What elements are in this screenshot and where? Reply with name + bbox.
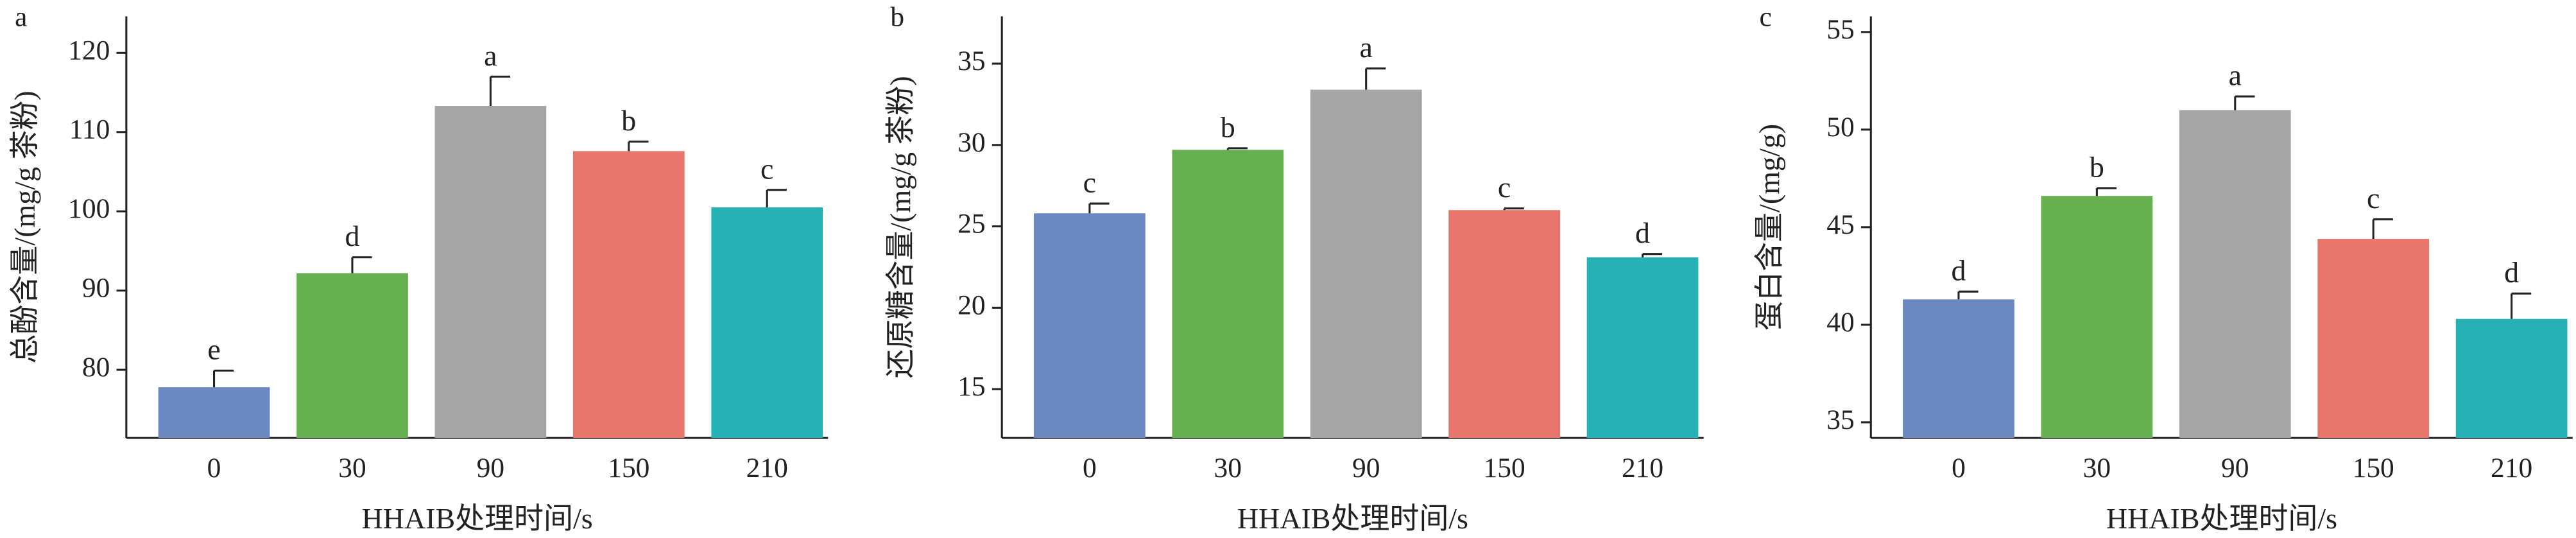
bar xyxy=(158,387,270,438)
x-axis-label: HHAIB处理时间/s xyxy=(2106,502,2337,535)
bar xyxy=(1586,257,1699,438)
bar xyxy=(1033,213,1146,438)
y-tick-label: 100 xyxy=(68,193,110,224)
significance-letter: a xyxy=(484,39,497,72)
significance-letter: c xyxy=(1498,171,1511,204)
bar xyxy=(1903,299,2014,438)
x-tick-label: 150 xyxy=(608,453,649,483)
bar xyxy=(2317,239,2430,438)
significance-letter: a xyxy=(2229,59,2242,92)
y-axis-label: 总酚含量/(mg/g 茶粉) xyxy=(8,91,41,363)
significance-letter: c xyxy=(760,152,773,185)
significance-letter: b xyxy=(2090,150,2104,183)
y-axis-label: 还原糖含量/(mg/g 茶粉) xyxy=(884,76,916,378)
y-tick-label: 30 xyxy=(957,127,985,158)
x-tick-label: 210 xyxy=(746,453,788,483)
bar xyxy=(2179,110,2291,438)
x-tick-label: 0 xyxy=(1952,453,1966,483)
bar xyxy=(1448,210,1560,438)
bar xyxy=(1172,150,1284,438)
bar xyxy=(1310,89,1422,438)
y-tick-label: 50 xyxy=(1826,112,1854,143)
significance-letter: b xyxy=(1221,110,1235,143)
bar xyxy=(2041,196,2153,438)
y-tick-label: 55 xyxy=(1826,14,1854,45)
x-tick-label: 30 xyxy=(1214,453,1242,483)
bar xyxy=(711,207,823,438)
x-tick-label: 210 xyxy=(2491,453,2532,483)
significance-letter: e xyxy=(207,333,220,366)
significance-letter: c xyxy=(1083,166,1096,199)
significance-letter: c xyxy=(2367,182,2380,214)
x-tick-label: 0 xyxy=(1083,453,1097,483)
y-tick-label: 80 xyxy=(82,352,110,383)
x-tick-label: 90 xyxy=(477,453,504,483)
x-axis-label: HHAIB处理时间/s xyxy=(1237,502,1468,535)
significance-letter: d xyxy=(345,220,359,252)
significance-letter: b xyxy=(621,104,636,137)
x-axis-label: HHAIB处理时间/s xyxy=(362,502,593,535)
bar xyxy=(434,106,547,438)
x-tick-label: 0 xyxy=(207,453,221,483)
x-tick-label: 90 xyxy=(1352,453,1380,483)
y-tick-label: 20 xyxy=(957,290,985,320)
x-tick-label: 30 xyxy=(338,453,366,483)
significance-letter: d xyxy=(1951,254,1966,287)
x-tick-label: 150 xyxy=(1484,453,1525,483)
bar xyxy=(572,151,685,438)
y-axis-label: 蛋白含量/(mg/g) xyxy=(1753,124,1786,331)
y-tick-label: 90 xyxy=(82,273,110,304)
y-tick-label: 35 xyxy=(957,46,985,76)
y-tick-label: 120 xyxy=(68,35,110,65)
y-tick-label: 35 xyxy=(1826,404,1854,435)
y-tick-label: 110 xyxy=(69,114,110,145)
bar xyxy=(2455,318,2568,438)
panel-label: a xyxy=(15,2,27,33)
y-tick-label: 40 xyxy=(1826,307,1854,338)
y-tick-label: 25 xyxy=(957,209,985,239)
x-tick-label: 150 xyxy=(2353,453,2394,483)
bar xyxy=(296,273,408,438)
significance-letter: d xyxy=(2504,256,2519,289)
x-tick-label: 30 xyxy=(2083,453,2111,483)
panel-label: c xyxy=(1760,2,1772,33)
significance-letter: d xyxy=(1635,216,1650,249)
x-tick-label: 90 xyxy=(2221,453,2249,483)
significance-letter: a xyxy=(1359,31,1372,64)
y-tick-label: 15 xyxy=(957,371,985,402)
x-tick-label: 210 xyxy=(1622,453,1663,483)
y-tick-label: 45 xyxy=(1826,209,1854,240)
panel-label: b xyxy=(890,2,904,33)
